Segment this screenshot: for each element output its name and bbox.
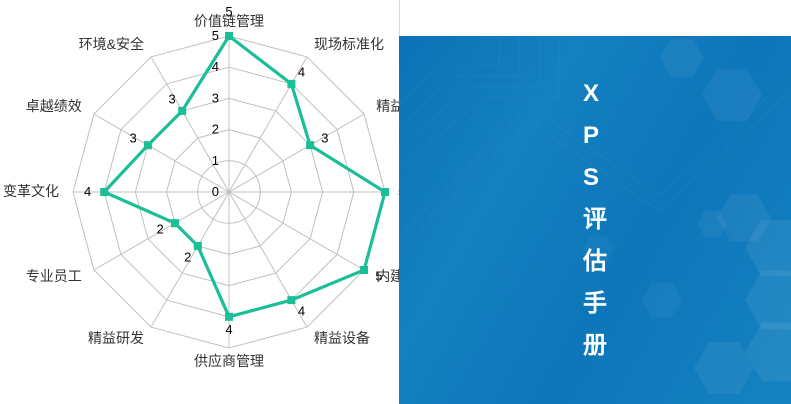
svg-text:4: 4 xyxy=(298,303,305,318)
svg-text:2: 2 xyxy=(212,122,219,137)
svg-text:3: 3 xyxy=(212,90,219,105)
svg-text:精益设备: 精益设备 xyxy=(314,330,370,346)
svg-text:4: 4 xyxy=(298,65,305,80)
svg-text:专业员工: 专业员工 xyxy=(26,268,82,284)
svg-text:3: 3 xyxy=(129,131,136,146)
svg-text:变革文化: 变革文化 xyxy=(3,183,59,199)
svg-text:现场标准化: 现场标准化 xyxy=(314,36,384,52)
svg-text:2: 2 xyxy=(156,222,163,237)
svg-text:0: 0 xyxy=(212,184,219,199)
svg-text:2: 2 xyxy=(184,249,191,264)
svg-text:3: 3 xyxy=(168,92,175,107)
svg-text:4: 4 xyxy=(84,184,91,199)
svg-text:供应商管理: 供应商管理 xyxy=(194,353,264,369)
svg-text:4: 4 xyxy=(225,322,232,337)
svg-text:5: 5 xyxy=(212,28,219,43)
svg-text:精益研发: 精益研发 xyxy=(88,330,144,346)
svg-text:内建品质: 内建品质 xyxy=(376,268,400,284)
svg-text:1: 1 xyxy=(212,153,219,168)
svg-text:卓越绩效: 卓越绩效 xyxy=(26,98,82,114)
svg-text:环境&安全: 环境&安全 xyxy=(79,36,144,52)
svg-text:精益布局: 精益布局 xyxy=(376,98,400,114)
svg-text:3: 3 xyxy=(321,131,328,146)
svg-text:价值链管理: 价值链管理 xyxy=(194,13,264,29)
